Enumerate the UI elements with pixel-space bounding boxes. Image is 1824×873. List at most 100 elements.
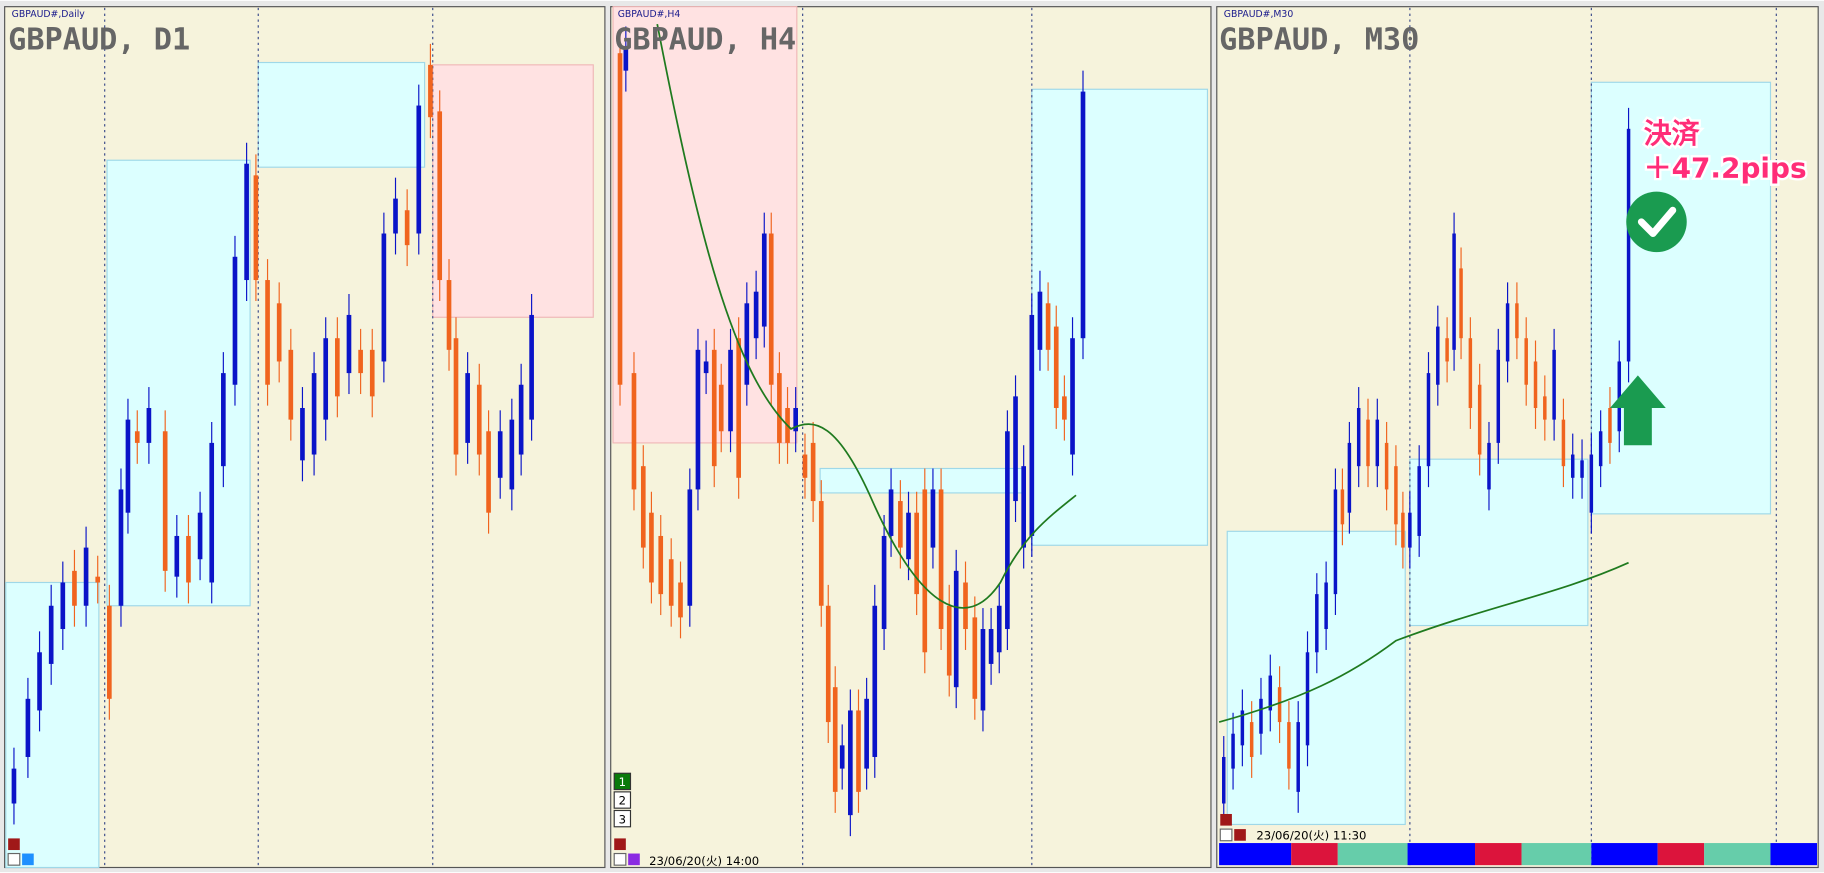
button[interactable] xyxy=(1219,828,1233,842)
candle-body xyxy=(914,512,919,595)
candle-body xyxy=(1277,687,1282,723)
candle-body xyxy=(1222,756,1226,804)
button[interactable] xyxy=(613,852,627,866)
candle-body xyxy=(761,233,767,327)
candle-body xyxy=(446,280,452,350)
candle-body xyxy=(1617,361,1622,432)
session-segment xyxy=(1337,843,1408,866)
candle-body xyxy=(856,710,861,792)
symbol-label: GBPAUD#,H4 xyxy=(618,9,681,20)
candle-body xyxy=(872,605,878,757)
button[interactable] xyxy=(628,853,640,866)
level-button-label: 1 xyxy=(619,775,626,789)
button[interactable] xyxy=(1234,829,1246,841)
candle-body xyxy=(946,605,952,676)
moving-average xyxy=(1218,561,1629,723)
candle-body xyxy=(1021,466,1026,548)
candle-body xyxy=(1259,698,1263,734)
candle-body xyxy=(1524,338,1528,385)
symbol-label: GBPAUD#,Daily xyxy=(12,9,86,20)
chart-title: GBPAUD, H4 xyxy=(614,23,796,58)
candle-body xyxy=(1053,326,1059,408)
close-button[interactable] xyxy=(8,838,20,851)
candle-body xyxy=(695,349,701,490)
candle-body xyxy=(1394,466,1398,525)
candle-body xyxy=(818,501,824,606)
zone xyxy=(106,159,251,607)
candle-body xyxy=(1005,431,1010,630)
zone xyxy=(819,467,1025,494)
candle-body xyxy=(864,698,869,769)
candle-body xyxy=(1356,408,1361,467)
candle-body xyxy=(518,384,524,455)
candle-body xyxy=(253,175,259,281)
candle-body xyxy=(209,442,215,583)
candle-body xyxy=(1305,652,1310,746)
candle-body xyxy=(1515,303,1519,339)
candle-body xyxy=(1287,722,1291,769)
session-segment xyxy=(1770,843,1818,866)
session-segment xyxy=(1591,843,1658,866)
candle-body xyxy=(1452,233,1456,350)
annotation-label: 決済 xyxy=(1644,117,1701,150)
button[interactable] xyxy=(22,853,34,866)
candle-body xyxy=(497,431,503,478)
candle-body xyxy=(186,535,191,583)
candle-body xyxy=(404,210,410,246)
candle-body xyxy=(1598,431,1603,467)
candle-body xyxy=(753,291,759,339)
candle-body xyxy=(617,53,623,385)
session-segment xyxy=(1704,843,1771,866)
candle-body xyxy=(906,512,911,560)
candle-body xyxy=(980,629,986,711)
zone xyxy=(257,61,426,168)
moving-average xyxy=(656,23,1077,609)
candle-body xyxy=(1315,594,1319,653)
session-segment xyxy=(1521,843,1592,866)
candle-body xyxy=(1468,338,1473,408)
candle-body xyxy=(381,233,387,362)
candle-body xyxy=(37,652,42,711)
candle-body xyxy=(640,466,646,548)
candle-body xyxy=(72,570,77,606)
candle-body xyxy=(107,605,112,699)
zone xyxy=(1226,530,1406,826)
chart-title: GBPAUD, M30 xyxy=(1219,23,1419,58)
level-button[interactable] xyxy=(613,809,632,828)
close-button[interactable] xyxy=(614,838,626,851)
level-button[interactable] xyxy=(613,772,632,791)
candle-body xyxy=(1626,128,1631,362)
candle-body xyxy=(668,559,674,606)
zone xyxy=(1590,81,1772,515)
session-bar xyxy=(1219,843,1818,866)
candle-body xyxy=(687,489,693,606)
candle-body xyxy=(486,431,491,513)
candle-body xyxy=(1401,512,1405,548)
candle-body xyxy=(1045,303,1051,350)
zone xyxy=(1409,458,1589,627)
candle-body xyxy=(623,47,629,71)
candle-body xyxy=(1347,442,1352,513)
candle-body xyxy=(244,163,249,281)
candle-body xyxy=(48,605,54,664)
close-button[interactable] xyxy=(1220,813,1232,826)
candle-body xyxy=(1477,384,1482,455)
button[interactable] xyxy=(7,852,21,866)
candle-body xyxy=(288,349,294,420)
candle-body xyxy=(1070,338,1075,455)
candle-body xyxy=(428,64,433,118)
level-button[interactable] xyxy=(613,791,632,809)
candle-body xyxy=(174,535,180,577)
candle-body xyxy=(1333,489,1338,595)
candle-body xyxy=(1496,349,1501,443)
candle-body xyxy=(453,338,459,455)
candle-body xyxy=(888,489,894,536)
check-mark xyxy=(1637,206,1677,238)
candle-body xyxy=(265,280,270,385)
candle-body xyxy=(11,768,17,804)
candle-body xyxy=(346,314,352,374)
candle-body xyxy=(777,373,782,443)
candle-body xyxy=(25,698,31,757)
candle-body xyxy=(718,384,724,432)
candle-body xyxy=(1533,361,1538,408)
